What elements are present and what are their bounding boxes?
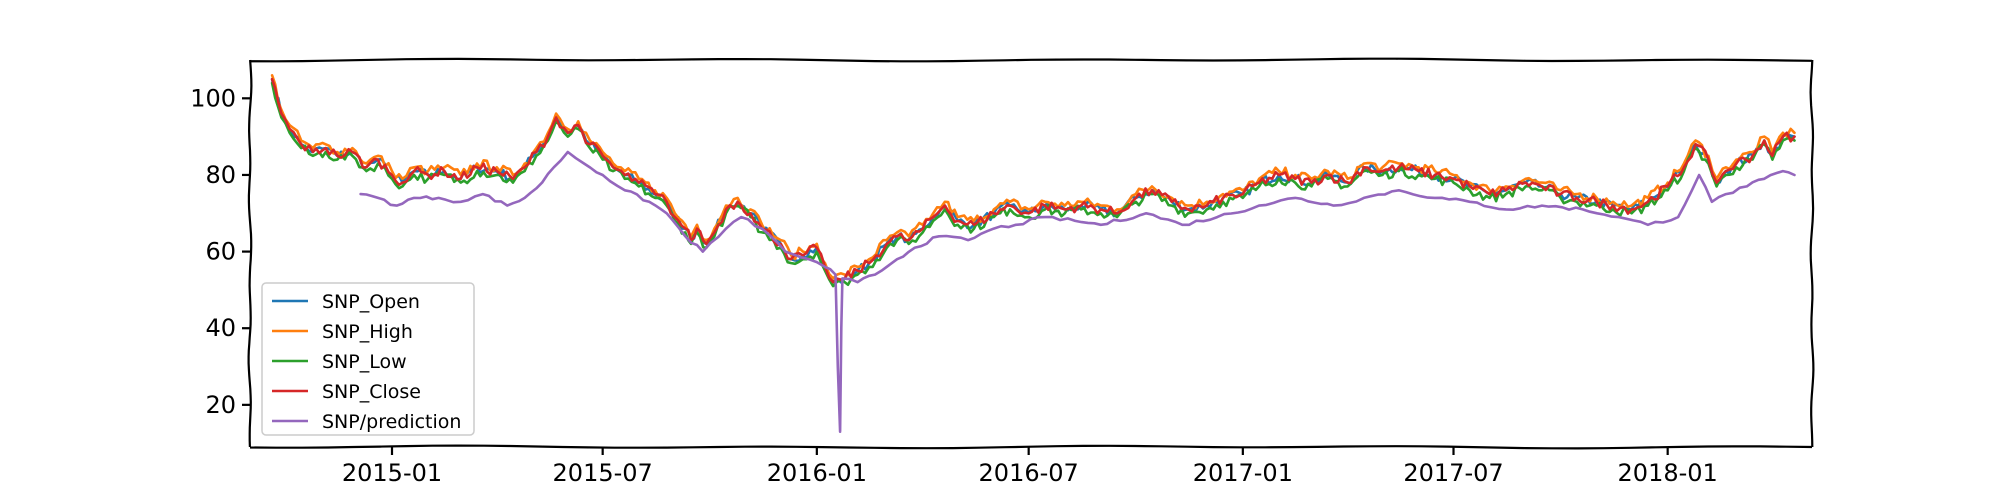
- y-tick-label: 80: [205, 161, 236, 189]
- legend: SNP_Open SNP_High SNP_Low SNP_Close SNP/pred…: [261, 282, 475, 436]
- x-tick-label: 2018-01: [1618, 459, 1718, 487]
- x-tick-label: 2015-01: [342, 459, 442, 487]
- y-tick-label: 20: [205, 391, 236, 419]
- y-axis: 20 40 60 80 100: [190, 84, 250, 419]
- x-tick-label: 2017-07: [1403, 459, 1503, 487]
- y-tick-label: 100: [190, 84, 236, 112]
- legend-label: SNP/prediction: [322, 411, 461, 433]
- x-tick-label: 2016-07: [979, 459, 1079, 487]
- y-tick-label: 40: [205, 314, 236, 342]
- series-layer: [270, 74, 1796, 433]
- series-line-snp-close: [270, 77, 1796, 284]
- series-line-snp-open: [270, 77, 1796, 284]
- legend-box: [261, 282, 475, 436]
- x-tick-label: 2017-01: [1193, 459, 1293, 487]
- x-axis: 2015-01 2015-07 2016-01 2016-07 2017-01 2017-…: [342, 447, 1718, 487]
- legend-label: SNP_Open: [322, 291, 420, 313]
- plot-frame: [247, 57, 1815, 450]
- legend-label: SNP_High: [322, 321, 413, 343]
- x-tick-label: 2016-01: [767, 459, 867, 487]
- x-tick-label: 2015-07: [553, 459, 653, 487]
- legend-label: SNP_Close: [322, 381, 421, 403]
- series-line-snp-low: [270, 81, 1796, 288]
- y-tick-label: 60: [205, 238, 236, 266]
- series-line-snp-prediction: [359, 150, 1796, 433]
- legend-label: SNP_Low: [322, 351, 407, 373]
